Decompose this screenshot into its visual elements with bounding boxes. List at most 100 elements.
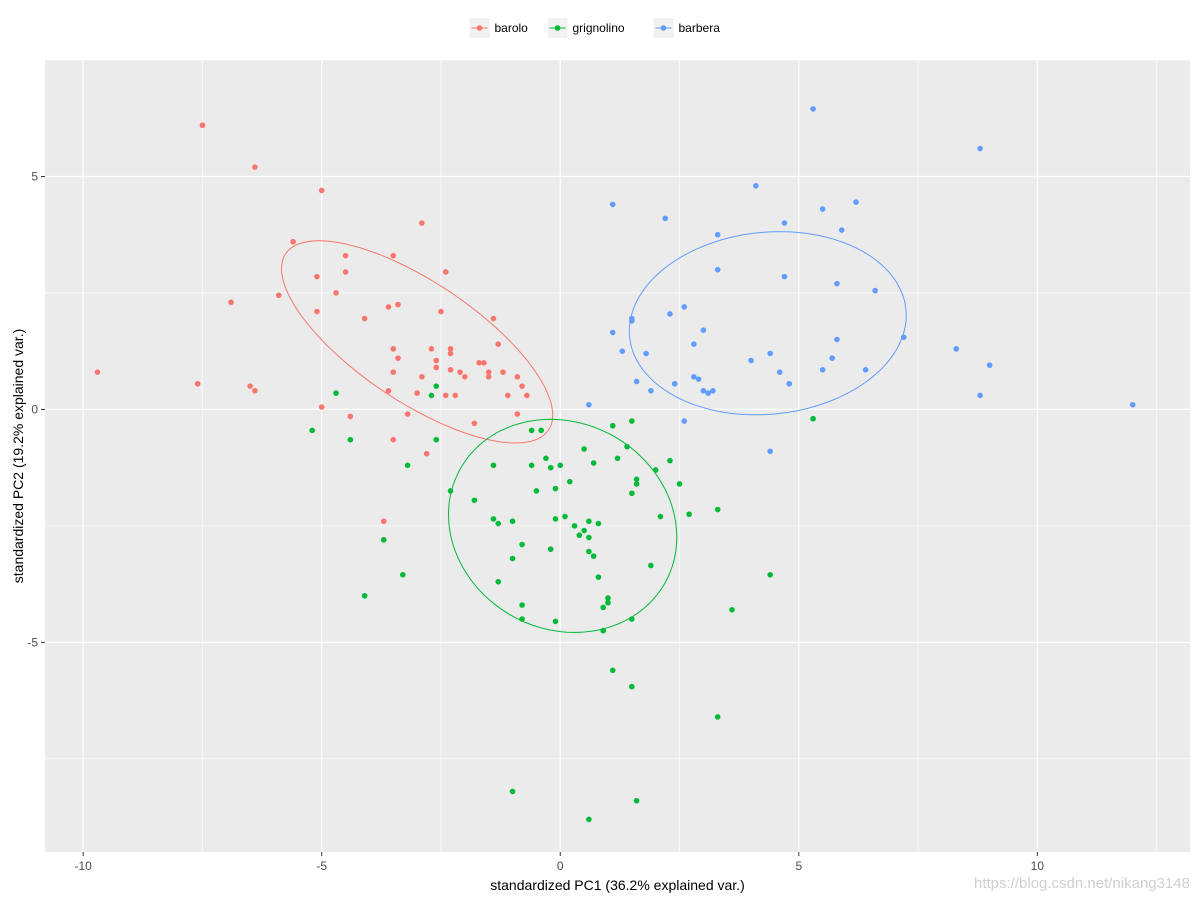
point-grignolino [509,555,516,562]
point-barolo [447,350,454,357]
ellipse-barolo [280,240,554,444]
point-barbera [829,355,835,361]
legend-dot-barbera [660,25,667,31]
point-barolo [423,450,430,457]
point-grignolino [552,618,559,625]
point-barbera [667,311,673,317]
point-barbera [705,390,711,396]
point-barolo [194,380,201,387]
point-grignolino [547,464,554,471]
point-barbera [853,199,859,205]
data-points [94,106,1136,823]
point-barbera [643,350,649,357]
point-barolo [395,355,401,361]
point-grignolino [657,513,664,520]
point-barolo [471,420,478,427]
point-barolo [514,411,521,417]
point-grignolino [633,476,640,483]
point-grignolino [490,516,497,522]
point-grignolino [581,527,587,534]
point-barolo [524,392,530,399]
point-barbera [714,266,721,273]
point-barolo [361,315,368,322]
point-barbera [648,387,654,394]
point-barbera [862,367,869,373]
point-grignolino [400,572,406,578]
point-barolo [275,292,282,299]
point-barolo [342,269,349,275]
point-barolo [438,308,444,315]
point-barbera [781,273,788,280]
point-grignolino [633,797,640,804]
point-grignolino [614,455,621,462]
point-barolo [428,346,435,352]
point-barbera [700,327,707,334]
point-barolo [485,369,492,375]
point-grignolino [767,572,773,578]
point-grignolino [471,497,478,504]
point-barbera [786,380,793,387]
point-grignolino [447,488,454,494]
y-tick-label: -5 [27,635,38,649]
point-grignolino [676,481,683,487]
point-barbera [753,182,759,189]
point-grignolino [590,553,597,559]
point-grignolino [538,427,544,434]
legend-label-grignolino: grignolino [573,21,625,35]
point-barbera [691,341,697,347]
ellipse-grignolino [447,418,678,633]
point-barbera [900,334,907,341]
point-grignolino [533,488,540,494]
point-grignolino [528,427,535,434]
point-grignolino [519,616,525,622]
point-grignolino [562,513,568,520]
point-grignolino [495,578,502,585]
y-axis-title: standardized PC2 (19.2% explained var.) [10,329,26,583]
point-barbera [619,348,626,354]
point-barbera [834,280,840,287]
point-barolo [94,369,101,375]
point-grignolino [605,595,611,601]
point-grignolino [428,392,435,399]
x-axis-ticks: -10 -5 0 5 10 [74,852,1044,873]
point-grignolino [509,788,516,795]
point-barolo [199,122,206,129]
point-barolo [395,301,401,308]
point-barbera [986,362,993,368]
point-grignolino [629,490,635,497]
point-barbera [710,387,716,394]
point-grignolino [810,415,816,422]
point-barolo [414,390,420,396]
point-barolo [290,238,296,245]
legend-dot-barolo [476,25,483,31]
point-barolo [452,392,459,399]
point-grignolino [528,462,535,469]
point-barbera [1129,401,1136,408]
point-barolo [481,360,487,366]
y-axis-ticks: -5 0 5 [27,169,45,649]
point-grignolino [590,460,597,466]
point-grignolino [667,457,673,464]
point-barolo [247,383,253,389]
point-barolo [390,252,397,259]
point-barolo [457,369,463,375]
point-barbera [977,392,983,399]
point-grignolino [581,446,587,452]
point-grignolino [361,592,368,599]
point-barolo [228,299,234,306]
legend: barolo grignolino barbera [469,18,721,38]
point-grignolino [543,455,549,462]
point-grignolino [309,427,315,434]
point-barolo [390,369,397,375]
point-barbera [834,336,840,343]
point-grignolino [609,667,616,674]
point-grignolino [586,534,592,541]
point-grignolino [629,418,635,424]
point-barolo [433,357,440,364]
x-tick-label: 10 [1031,859,1045,873]
point-grignolino [600,627,606,634]
point-barbera [695,376,702,382]
point-grignolino [490,462,497,469]
legend-label-barbera: barbera [679,21,721,35]
point-barolo [514,374,521,380]
